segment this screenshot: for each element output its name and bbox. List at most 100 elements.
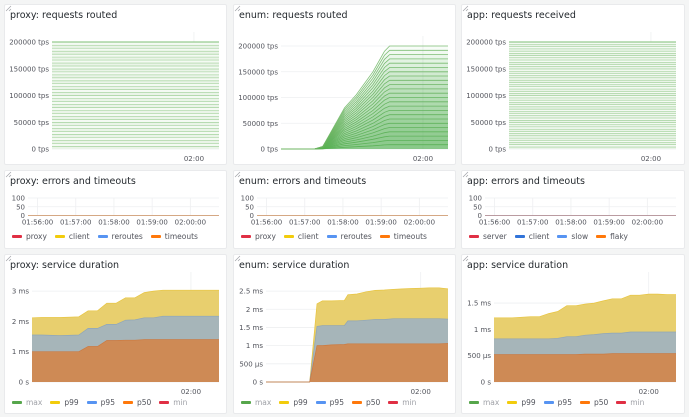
legend-item-proxy[interactable]: proxy <box>241 232 276 241</box>
y-tick-label: 200000 tps <box>9 39 49 47</box>
legend-swatch <box>97 235 108 238</box>
series-fill <box>509 137 676 141</box>
area-p50 <box>32 339 219 382</box>
panel-title[interactable]: enum: requests routed <box>239 10 348 21</box>
y-tick-label: 0 tps <box>260 146 278 154</box>
legend-item-p50[interactable]: p50 <box>351 398 380 407</box>
panel-title[interactable]: proxy: requests routed <box>10 10 118 21</box>
series-fill <box>509 46 676 49</box>
x-tick-label: 01:59:00 <box>136 219 167 227</box>
legend-item-min[interactable]: min <box>159 398 187 407</box>
panel-title[interactable]: proxy: errors and timeouts <box>10 176 136 187</box>
y-tick-label: 0 <box>21 212 25 220</box>
y-tick-label: 200000 tps <box>466 39 506 47</box>
series-fill <box>52 47 219 51</box>
series-fill <box>52 44 219 48</box>
resize-handle-icon[interactable] <box>5 5 12 12</box>
legend-item-max[interactable]: max <box>469 398 499 407</box>
legend-swatch <box>315 401 326 404</box>
legend-item-max[interactable]: max <box>12 398 42 407</box>
resize-handle-icon[interactable] <box>234 5 241 12</box>
legend-item-p95[interactable]: p95 <box>86 398 115 407</box>
series-fill <box>52 101 219 105</box>
legend-item-max[interactable]: max <box>241 398 271 407</box>
legend-item-server[interactable]: server <box>469 232 507 241</box>
legend-item-client[interactable]: client <box>283 232 319 241</box>
series-fill <box>281 63 448 150</box>
line-p50 <box>32 339 219 353</box>
legend-item-client[interactable]: client <box>54 232 90 241</box>
panel-app-errors: app: errors and timeouts 0 50 100 01:56:00 0… <box>461 170 685 249</box>
resize-handle-icon[interactable] <box>462 5 469 12</box>
series-fill <box>52 42 219 45</box>
legend-item-reroutes[interactable]: reroutes <box>326 232 372 241</box>
series-fill <box>509 120 676 123</box>
series-fill <box>509 88 676 92</box>
legend-item-min[interactable]: min <box>616 398 644 407</box>
x-tick-label: 01:57:00 <box>60 219 91 227</box>
legend-swatch <box>283 235 294 238</box>
legend-swatch <box>507 401 518 404</box>
resize-handle-icon[interactable] <box>462 255 469 262</box>
legend-swatch <box>12 235 22 238</box>
resize-handle-icon[interactable] <box>234 171 241 178</box>
resize-handle-icon[interactable] <box>234 255 241 262</box>
series-fill <box>509 131 676 134</box>
series-fill <box>509 122 676 125</box>
legend-item-min[interactable]: min <box>388 398 416 407</box>
panel-title[interactable]: app: errors and timeouts <box>467 176 585 187</box>
series-fill <box>52 92 219 96</box>
series-fill <box>509 146 676 149</box>
legend-item-proxy[interactable]: proxy <box>12 232 47 241</box>
legend-item-p95[interactable]: p95 <box>315 398 344 407</box>
legend-swatch <box>50 401 61 404</box>
panel-title[interactable]: app: service duration <box>467 260 569 271</box>
resize-handle-icon[interactable] <box>462 171 469 178</box>
x-tick-label: 02:00:00 <box>632 219 663 227</box>
panel-title[interactable]: enum: service duration <box>239 260 350 271</box>
legend-item-p50[interactable]: p50 <box>579 398 608 407</box>
y-tick-label: 100000 tps <box>466 92 506 100</box>
legend-item-flaky[interactable]: flaky <box>596 232 628 241</box>
series-fill <box>52 74 219 78</box>
panel-title[interactable]: enum: errors and timeouts <box>239 176 367 187</box>
series-fill <box>509 111 676 114</box>
chart-enum-requests: 0 tps 50000 tps 100000 tps 150000 tps 200000… <box>238 36 448 163</box>
legend-item-reroutes[interactable]: reroutes <box>97 232 143 241</box>
series-fill <box>281 50 448 149</box>
y-tick-label: 50 <box>16 203 25 211</box>
panel-title[interactable]: app: requests received <box>467 10 576 21</box>
series-fill <box>281 67 448 149</box>
legend-item-p95[interactable]: p95 <box>543 398 572 407</box>
x-tick-label: 01:58:00 <box>327 219 358 227</box>
y-tick-label: 0 s <box>253 379 264 387</box>
legend-item-slow[interactable]: slow <box>557 232 588 241</box>
resize-handle-icon[interactable] <box>5 171 12 178</box>
y-tick-label: 150000 tps <box>9 65 49 73</box>
series-fill <box>281 54 448 149</box>
series-fill <box>509 133 676 136</box>
legend-item-timeouts[interactable]: timeouts <box>150 232 198 241</box>
legend-item-p50[interactable]: p50 <box>122 398 151 407</box>
series-fill <box>509 73 676 76</box>
legend-item-p99[interactable]: p99 <box>507 398 536 407</box>
legend-item-timeouts[interactable]: timeouts <box>379 232 427 241</box>
series-fill <box>52 119 219 123</box>
series-fill <box>281 106 448 149</box>
series-fill <box>281 101 448 149</box>
legend-item-p99[interactable]: p99 <box>279 398 308 407</box>
legend-swatch <box>379 235 390 238</box>
series-fill <box>281 140 448 149</box>
legend-item-client[interactable]: client <box>514 232 549 241</box>
series-fill <box>52 65 219 69</box>
resize-handle-icon[interactable] <box>5 255 12 262</box>
series-fill <box>509 115 676 118</box>
series-fill <box>52 113 219 117</box>
series-fill <box>509 59 676 63</box>
legend-swatch <box>150 235 161 238</box>
y-tick-label: 0 tps <box>31 146 49 154</box>
x-tick-label: 01:57:00 <box>289 219 320 227</box>
panel-title[interactable]: proxy: service duration <box>10 260 120 271</box>
legend-item-p99[interactable]: p99 <box>50 398 79 407</box>
